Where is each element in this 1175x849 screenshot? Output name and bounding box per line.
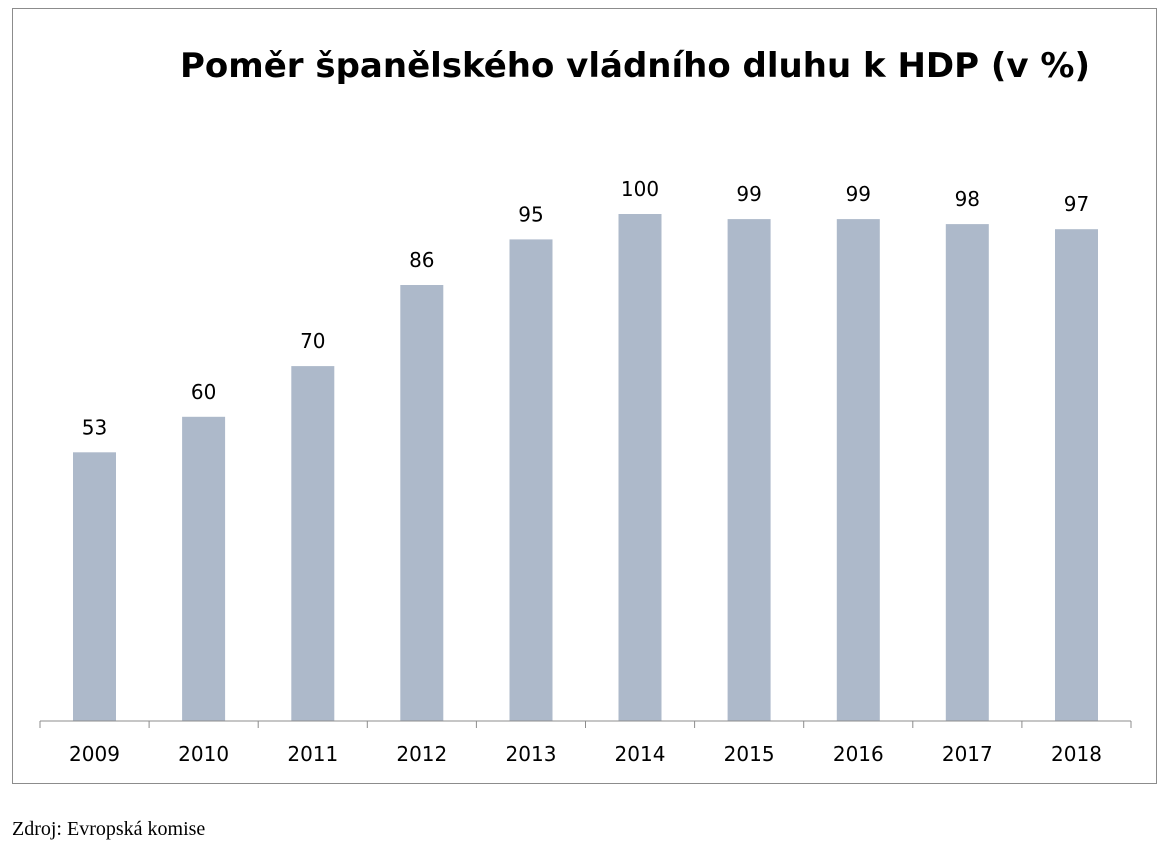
bar-2016 <box>836 219 880 721</box>
bars-layer <box>73 214 1098 721</box>
x-tick-label-2010: 2010 <box>178 742 229 766</box>
bar-2011 <box>291 366 335 721</box>
bar-2015 <box>727 219 771 721</box>
bar-chart: Poměr španělského vládního dluhu k HDP (… <box>39 46 1132 766</box>
data-label-2013: 95 <box>518 202 543 226</box>
bar-2018 <box>1055 229 1098 721</box>
data-label-2015: 99 <box>736 182 761 206</box>
data-labels-layer: 53 60 70 86 95 100 99 99 98 97 <box>82 177 1089 439</box>
data-label-2011: 70 <box>300 329 325 353</box>
x-tick-label-2013: 2013 <box>506 742 557 766</box>
data-label-2010: 60 <box>191 380 216 404</box>
bar-2012 <box>400 285 444 721</box>
x-tick-label-2016: 2016 <box>833 742 884 766</box>
x-tick-label-2014: 2014 <box>615 742 666 766</box>
x-tick-label-2018: 2018 <box>1051 742 1102 766</box>
chart-frame: Poměr španělského vládního dluhu k HDP (… <box>12 8 1157 784</box>
data-label-2012: 86 <box>409 248 434 272</box>
data-label-2016: 99 <box>846 182 871 206</box>
data-label-2009: 53 <box>82 415 107 439</box>
bar-2009 <box>73 452 116 721</box>
data-label-2014: 100 <box>621 177 659 201</box>
x-axis: 2009 2010 2011 2012 2013 2014 2015 2016 2017 2018 <box>39 720 1132 766</box>
source-note: Zdroj: Evropská komise <box>12 818 206 840</box>
data-label-2018: 97 <box>1064 192 1089 216</box>
x-tick-label-2015: 2015 <box>724 742 775 766</box>
x-tick-label-2011: 2011 <box>287 742 338 766</box>
chart-title: Poměr španělského vládního dluhu k HDP (… <box>180 46 1090 86</box>
data-label-2017: 98 <box>955 187 980 211</box>
bar-2017 <box>945 224 989 721</box>
x-tick-label-2009: 2009 <box>69 742 120 766</box>
bar-2010 <box>182 416 226 721</box>
bar-2014 <box>618 214 662 721</box>
x-tick-label-2012: 2012 <box>396 742 447 766</box>
bar-2013 <box>509 239 553 721</box>
x-tick-label-2017: 2017 <box>942 742 993 766</box>
